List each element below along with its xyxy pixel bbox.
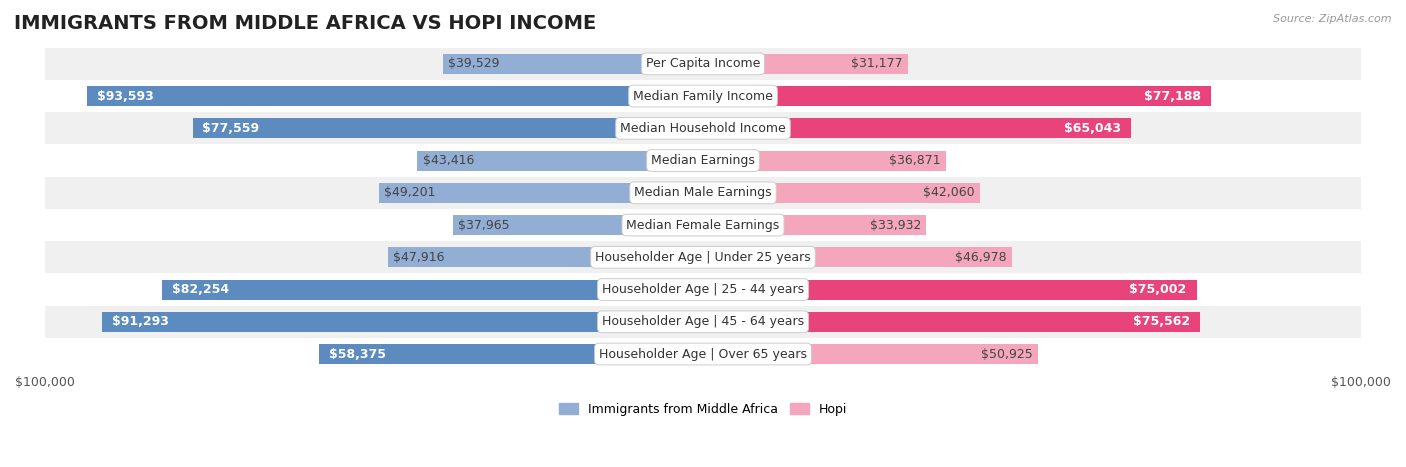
Bar: [45, 338, 1361, 370]
Text: $75,002: $75,002: [1129, 283, 1187, 296]
Text: Householder Age | 45 - 64 years: Householder Age | 45 - 64 years: [602, 315, 804, 328]
Text: Householder Age | Over 65 years: Householder Age | Over 65 years: [599, 347, 807, 361]
Text: IMMIGRANTS FROM MIDDLE AFRICA VS HOPI INCOME: IMMIGRANTS FROM MIDDLE AFRICA VS HOPI IN…: [14, 14, 596, 33]
Text: Median Male Earnings: Median Male Earnings: [634, 186, 772, 199]
Bar: [45, 80, 1361, 112]
Text: Per Capita Income: Per Capita Income: [645, 57, 761, 71]
Bar: [162, 280, 703, 299]
Bar: [45, 209, 1361, 241]
Text: $50,925: $50,925: [981, 347, 1033, 361]
Bar: [703, 344, 1038, 364]
Text: Source: ZipAtlas.com: Source: ZipAtlas.com: [1274, 14, 1392, 24]
Bar: [703, 150, 946, 170]
Text: Householder Age | 25 - 44 years: Householder Age | 25 - 44 years: [602, 283, 804, 296]
Text: $77,559: $77,559: [202, 122, 260, 135]
Bar: [703, 312, 1201, 332]
Bar: [193, 118, 703, 138]
Bar: [703, 183, 980, 203]
Bar: [45, 144, 1361, 177]
Text: Median Family Income: Median Family Income: [633, 90, 773, 103]
Text: $46,978: $46,978: [955, 251, 1007, 264]
Bar: [45, 274, 1361, 306]
Text: Median Household Income: Median Household Income: [620, 122, 786, 135]
Text: $33,932: $33,932: [870, 219, 921, 232]
Text: $39,529: $39,529: [449, 57, 499, 71]
Bar: [45, 112, 1361, 144]
Bar: [45, 177, 1361, 209]
Bar: [703, 86, 1211, 106]
Text: Median Earnings: Median Earnings: [651, 154, 755, 167]
Bar: [703, 215, 927, 235]
Bar: [418, 150, 703, 170]
Text: $43,416: $43,416: [423, 154, 474, 167]
Text: $47,916: $47,916: [392, 251, 444, 264]
Bar: [703, 118, 1130, 138]
Text: $93,593: $93,593: [97, 90, 153, 103]
Bar: [45, 241, 1361, 274]
Text: Householder Age | Under 25 years: Householder Age | Under 25 years: [595, 251, 811, 264]
Text: $42,060: $42,060: [922, 186, 974, 199]
Text: $82,254: $82,254: [172, 283, 229, 296]
Bar: [443, 54, 703, 74]
Text: $36,871: $36,871: [889, 154, 941, 167]
Bar: [703, 54, 908, 74]
Text: Median Female Earnings: Median Female Earnings: [627, 219, 779, 232]
Text: $75,562: $75,562: [1133, 315, 1191, 328]
Bar: [103, 312, 703, 332]
Text: $49,201: $49,201: [384, 186, 436, 199]
Bar: [45, 48, 1361, 80]
Bar: [380, 183, 703, 203]
Text: $58,375: $58,375: [329, 347, 385, 361]
Bar: [388, 248, 703, 267]
Bar: [45, 306, 1361, 338]
Text: $65,043: $65,043: [1064, 122, 1121, 135]
Bar: [453, 215, 703, 235]
Bar: [319, 344, 703, 364]
Text: $37,965: $37,965: [458, 219, 510, 232]
Bar: [703, 280, 1197, 299]
Text: $31,177: $31,177: [851, 57, 903, 71]
Bar: [87, 86, 703, 106]
Text: $91,293: $91,293: [112, 315, 169, 328]
Legend: Immigrants from Middle Africa, Hopi: Immigrants from Middle Africa, Hopi: [553, 396, 853, 422]
Bar: [703, 248, 1012, 267]
Text: $77,188: $77,188: [1144, 90, 1201, 103]
